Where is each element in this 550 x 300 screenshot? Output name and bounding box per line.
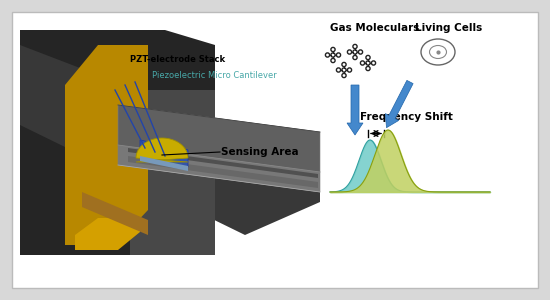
Polygon shape — [130, 90, 215, 255]
Polygon shape — [128, 148, 318, 178]
FancyBboxPatch shape — [12, 12, 538, 288]
Polygon shape — [75, 218, 140, 250]
Text: Gas Moleculars: Gas Moleculars — [330, 23, 419, 33]
Text: Frequency Shift: Frequency Shift — [360, 112, 453, 122]
Text: Piezoelectric Micro Cantilever: Piezoelectric Micro Cantilever — [152, 70, 277, 80]
Polygon shape — [140, 156, 188, 171]
Polygon shape — [128, 156, 318, 188]
Polygon shape — [82, 192, 148, 235]
Text: PZT-electrode Stack: PZT-electrode Stack — [130, 56, 225, 64]
Polygon shape — [118, 105, 320, 192]
Polygon shape — [118, 145, 320, 192]
Polygon shape — [20, 45, 320, 235]
Polygon shape — [20, 30, 215, 255]
Polygon shape — [136, 138, 188, 162]
Text: Living Cells: Living Cells — [415, 23, 482, 33]
Polygon shape — [140, 140, 188, 167]
FancyArrow shape — [347, 85, 363, 135]
FancyArrow shape — [386, 80, 413, 128]
Text: Sensing Area: Sensing Area — [221, 147, 299, 157]
Polygon shape — [65, 45, 148, 245]
